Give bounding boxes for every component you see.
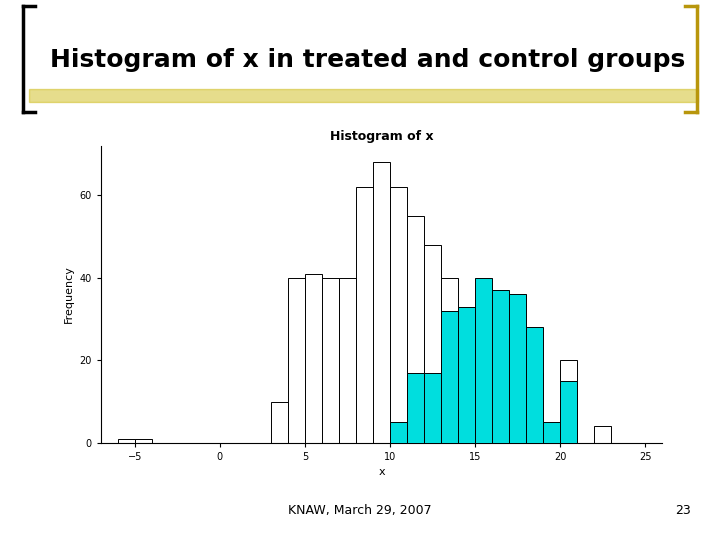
Bar xyxy=(271,402,288,443)
Bar xyxy=(526,327,544,443)
Bar xyxy=(424,373,441,443)
Bar xyxy=(441,311,458,443)
Bar xyxy=(322,278,339,443)
Bar xyxy=(492,290,509,443)
Bar xyxy=(441,278,458,443)
Bar xyxy=(288,278,305,443)
Bar xyxy=(424,245,441,443)
Bar xyxy=(475,278,492,443)
Bar xyxy=(407,373,424,443)
Title: Histogram of x: Histogram of x xyxy=(330,130,433,143)
Bar xyxy=(560,381,577,443)
Bar xyxy=(509,373,526,443)
Bar xyxy=(475,327,492,443)
X-axis label: x: x xyxy=(378,468,385,477)
Bar xyxy=(509,294,526,443)
Bar xyxy=(594,426,611,443)
Text: 23: 23 xyxy=(675,504,691,517)
Bar xyxy=(560,360,577,443)
Bar xyxy=(305,274,322,443)
Bar xyxy=(526,373,544,443)
Bar xyxy=(458,307,475,443)
Y-axis label: Frequency: Frequency xyxy=(64,265,74,323)
Bar xyxy=(339,278,356,443)
Bar xyxy=(390,187,407,443)
Bar xyxy=(118,438,135,443)
Bar xyxy=(390,422,407,443)
Bar xyxy=(373,163,390,443)
Bar xyxy=(356,187,373,443)
Bar xyxy=(407,216,424,443)
Bar xyxy=(29,90,698,102)
Text: KNAW, March 29, 2007: KNAW, March 29, 2007 xyxy=(288,504,432,517)
Bar xyxy=(544,422,560,443)
Text: Histogram of x in treated and control groups: Histogram of x in treated and control gr… xyxy=(50,48,685,72)
Bar xyxy=(135,438,152,443)
Bar xyxy=(458,311,475,443)
